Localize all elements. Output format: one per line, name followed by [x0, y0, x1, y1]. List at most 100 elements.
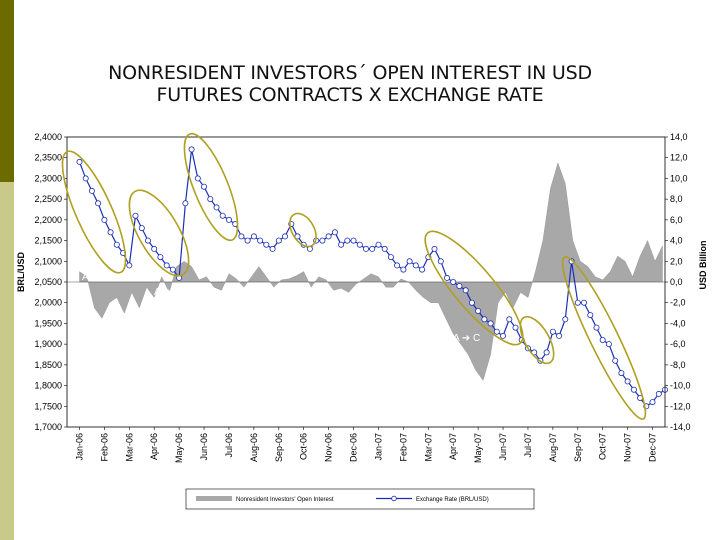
exchange-rate-point: [437, 258, 444, 265]
x-tick-label: Dec-06: [349, 433, 359, 462]
exchange-rate-point: [95, 200, 102, 207]
annotation-ellipse: [289, 212, 317, 248]
exchange-rate-point: [331, 229, 338, 236]
right-tick-label: 2,0: [670, 256, 683, 266]
left-tick-label: 1,8500: [34, 360, 62, 370]
exchange-rate-point: [194, 175, 201, 182]
x-tick-label: Oct-07: [598, 433, 608, 460]
x-axis-ticks: Jan-06 Feb-06 Mar-06 Apr-06 May-06 Jun-06 Jul-…: [75, 427, 658, 463]
exchange-rate-point: [543, 349, 550, 356]
exchange-rate-point: [219, 212, 226, 219]
exchange-rate-point: [481, 316, 488, 323]
right-tick-label: -6,0: [670, 339, 686, 349]
exchange-rate-point: [612, 357, 619, 364]
exchange-rate-point: [618, 370, 625, 377]
exchange-rate-point: [325, 233, 332, 240]
right-axis-ticks: 14,0 12,0 10,0 8,0 6,0 4,0 2,0 0,0 -2,0 -4,0 -6,0 -…: [665, 132, 691, 432]
exchange-rate-point: [431, 245, 438, 252]
right-tick-label: -12,0: [670, 401, 691, 411]
exchange-rate-point: [269, 245, 276, 252]
exchange-rate-point: [468, 299, 475, 306]
left-tick-label: 1,7500: [34, 401, 62, 411]
x-tick-label: Jul-06: [224, 433, 234, 458]
x-tick-label: Feb-06: [99, 433, 109, 462]
exchange-rate-point: [200, 183, 207, 190]
legend-marker-exchange-rate: [391, 495, 397, 502]
exchange-rate-point: [443, 274, 450, 281]
chart-title: NONRESIDENT INVESTORS´ OPEN INTEREST IN …: [40, 62, 660, 106]
exchange-rate-point: [655, 390, 662, 397]
right-tick-label: 0,0: [670, 277, 683, 287]
exchange-rate-point: [381, 245, 388, 252]
exchange-rate-point: [506, 316, 513, 323]
exchange-rate-point: [412, 262, 419, 269]
exchange-rate-point: [126, 262, 133, 269]
x-tick-label: Apr-06: [149, 433, 159, 460]
open-interest-area: [79, 162, 663, 381]
left-tick-label: 1,9500: [34, 318, 62, 328]
left-tick-label: 2,0000: [34, 298, 62, 308]
exchange-rate-point: [356, 241, 363, 248]
annotation-label: A ➔ C: [576, 398, 603, 409]
exchange-rate-point: [624, 378, 631, 385]
exchange-rate-point: [630, 386, 637, 393]
annotation-label: A ➔ C: [521, 371, 548, 382]
exchange-rate-point: [605, 341, 612, 348]
x-tick-label: Nov-07: [623, 433, 633, 462]
exchange-rate-point: [263, 241, 270, 248]
x-tick-label: Mar-06: [124, 433, 134, 462]
x-tick-label: Jan-07: [374, 433, 384, 461]
exchange-rate-point: [649, 399, 656, 406]
x-tick-label: Jun-07: [498, 433, 508, 461]
right-tick-label: 14,0: [670, 132, 688, 142]
exchange-rate-point: [562, 316, 569, 323]
exchange-rate-point: [151, 245, 158, 252]
x-tick-label: Aug-07: [548, 433, 558, 462]
exchange-rate-point: [257, 237, 264, 244]
exchange-rate-point: [88, 187, 95, 194]
right-tick-label: 8,0: [670, 194, 683, 204]
exchange-rate-point: [419, 266, 426, 273]
exchange-rate-point: [375, 241, 382, 248]
exchange-rate-point: [101, 216, 108, 223]
exchange-rate-point: [144, 237, 151, 244]
left-tick-label: 2,2500: [34, 194, 62, 204]
legend-label-open-interest: Nonresident Investors' Open Interest: [236, 497, 334, 503]
right-tick-label: 10,0: [670, 173, 688, 183]
exchange-rate-point: [574, 299, 581, 306]
exchange-rate-point: [456, 283, 463, 290]
right-tick-label: -14,0: [670, 422, 691, 432]
exchange-rate-point: [369, 245, 376, 252]
annotation-label: A ➔ C: [295, 263, 322, 274]
exchange-rate-point: [163, 262, 170, 269]
exchange-rate-point: [512, 324, 519, 331]
x-tick-label: Jun-06: [199, 433, 209, 461]
exchange-rate-point: [350, 237, 357, 244]
left-accent-bar-light: [0, 182, 14, 540]
annotation-label: A ➔ C: [213, 257, 240, 268]
exchange-rate-point: [338, 241, 345, 248]
exchange-rate-point: [556, 332, 563, 339]
exchange-rate-point: [113, 241, 120, 248]
exchange-rate-point: [394, 262, 401, 269]
exchange-rate-point: [82, 175, 89, 182]
x-tick-label: Nov-06: [324, 433, 334, 462]
exchange-rate-point: [406, 258, 413, 265]
left-tick-label: 2,3000: [34, 173, 62, 183]
x-tick-label: Sep-07: [573, 433, 583, 462]
x-tick-label: Dec-07: [648, 433, 658, 462]
left-tick-label: 2,3500: [34, 153, 62, 163]
exchange-rate-point: [593, 324, 600, 331]
annotation-label: A ➔ C: [154, 287, 181, 298]
right-axis-title: USD Billion: [698, 241, 708, 290]
x-tick-label: Jan-06: [75, 433, 85, 461]
exchange-rate-point: [76, 158, 83, 165]
annotation-label: A ➔ C: [82, 272, 109, 283]
exchange-rate-point: [462, 287, 469, 294]
exchange-rate-point: [387, 254, 394, 261]
right-tick-label: 12,0: [670, 153, 688, 163]
x-tick-label: Aug-06: [249, 433, 259, 462]
annotation-ellipse: [561, 256, 647, 420]
exchange-rate-point: [107, 229, 114, 236]
exchange-rate-point: [568, 258, 575, 265]
